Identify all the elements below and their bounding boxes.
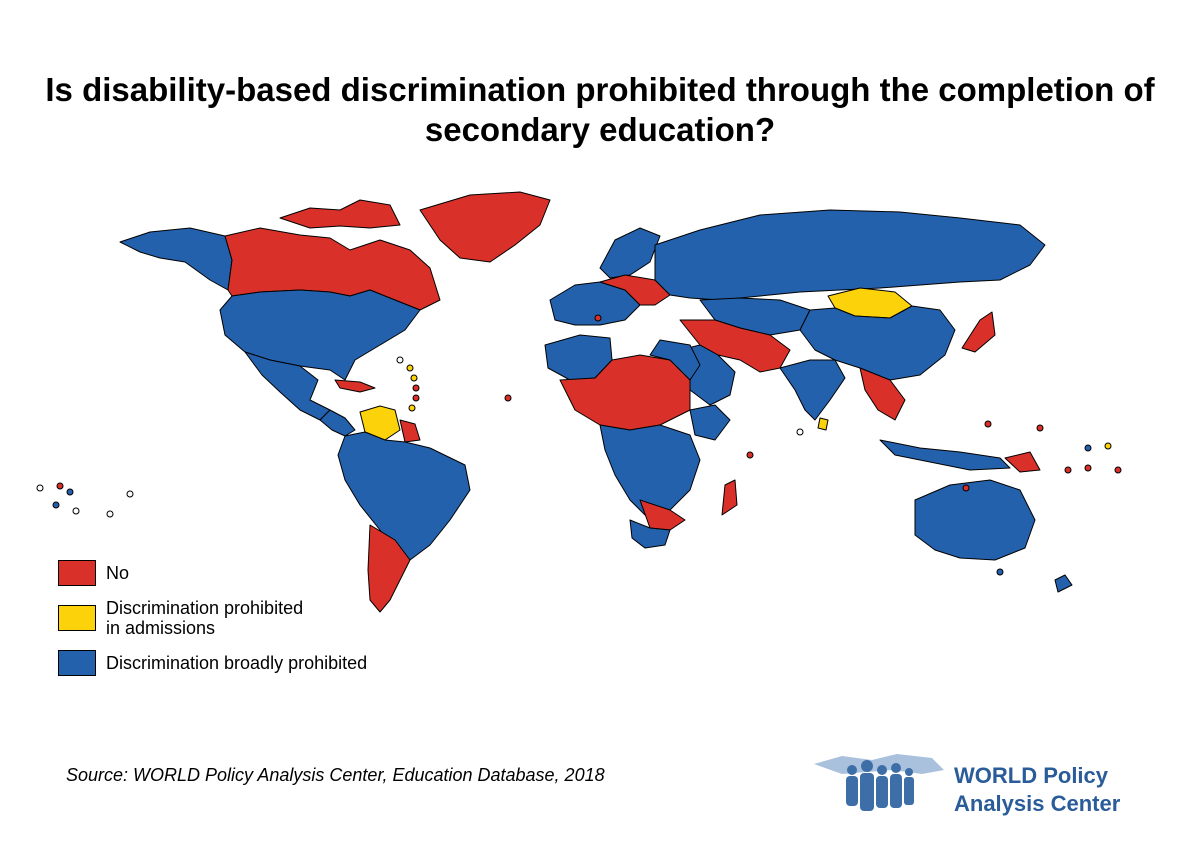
legend: No Discrimination prohibited in admissio… bbox=[58, 560, 367, 688]
region-indonesia bbox=[879, 439, 1011, 471]
island-marker bbox=[406, 364, 414, 372]
region-south-africa bbox=[629, 519, 671, 549]
island-marker bbox=[746, 451, 754, 459]
island-marker bbox=[1084, 444, 1092, 452]
logo-text: WORLD Policy Analysis Center bbox=[954, 762, 1120, 818]
island-marker bbox=[410, 374, 418, 382]
island-marker bbox=[1064, 466, 1072, 474]
legend-label: Discrimination broadly prohibited bbox=[106, 653, 368, 673]
region-russia bbox=[654, 209, 1046, 301]
island-marker bbox=[56, 482, 64, 490]
island-marker bbox=[396, 356, 404, 364]
region-australia bbox=[914, 479, 1036, 561]
region-sri-lanka bbox=[817, 417, 829, 431]
region-papua bbox=[1004, 451, 1041, 473]
legend-item-no: No bbox=[58, 560, 367, 586]
region-europe-west bbox=[549, 281, 641, 326]
island-marker bbox=[36, 484, 44, 492]
island-marker bbox=[66, 488, 74, 496]
region-southeast-asia bbox=[859, 367, 906, 421]
legend-label: Discrimination prohibited in admissions bbox=[106, 598, 304, 638]
region-greenland bbox=[419, 191, 551, 263]
island-marker bbox=[106, 510, 114, 518]
region-southern-africa bbox=[639, 499, 686, 531]
island-marker bbox=[52, 501, 60, 509]
region-alaska bbox=[119, 227, 233, 291]
logo-line-1: WORLD Policy bbox=[954, 763, 1109, 788]
legend-swatch-blue bbox=[58, 650, 96, 676]
island-marker bbox=[504, 394, 512, 402]
region-guianas bbox=[399, 419, 421, 443]
region-sahel bbox=[559, 354, 691, 431]
legend-swatch-red bbox=[58, 560, 96, 586]
region-egypt-east bbox=[649, 339, 701, 381]
legend-swatch-yellow bbox=[58, 605, 96, 631]
region-usa bbox=[219, 289, 421, 381]
region-new-zealand bbox=[1054, 574, 1073, 593]
map-title: Is disability-based discrimination prohi… bbox=[45, 71, 1155, 148]
legend-item-admissions: Discrimination prohibited in admissions bbox=[58, 598, 367, 638]
island-marker bbox=[1114, 466, 1122, 474]
island-marker bbox=[408, 404, 416, 412]
logo-line-2: Analysis Center bbox=[954, 791, 1121, 816]
region-central-america bbox=[319, 409, 356, 437]
region-china bbox=[799, 305, 956, 381]
island-marker bbox=[126, 490, 134, 498]
legend-item-broad: Discrimination broadly prohibited bbox=[58, 650, 367, 676]
logo-people-icon bbox=[814, 754, 944, 811]
region-brazil-andes bbox=[337, 431, 471, 561]
region-madagascar bbox=[721, 479, 738, 516]
island-marker bbox=[984, 420, 992, 428]
region-scandinavia bbox=[599, 227, 661, 279]
island-marker bbox=[962, 484, 970, 492]
island-marker bbox=[1084, 464, 1092, 472]
region-india bbox=[779, 359, 846, 421]
island-marker bbox=[996, 568, 1004, 576]
region-japan bbox=[961, 311, 996, 353]
island-marker bbox=[72, 507, 80, 515]
region-caribbean bbox=[334, 379, 376, 393]
island-marker bbox=[412, 394, 420, 402]
island-marker bbox=[796, 428, 804, 436]
region-argentina bbox=[367, 524, 411, 613]
region-horn bbox=[689, 404, 731, 441]
region-europe-east bbox=[599, 274, 671, 306]
source-note: Source: WORLD Policy Analysis Center, Ed… bbox=[66, 765, 605, 785]
legend-label: No bbox=[106, 563, 130, 583]
island-marker bbox=[1036, 424, 1044, 432]
region-central-africa bbox=[599, 424, 701, 521]
region-canada-islands bbox=[279, 199, 401, 229]
island-marker bbox=[412, 384, 420, 392]
island-marker bbox=[1104, 442, 1112, 450]
island-marker bbox=[594, 314, 602, 322]
